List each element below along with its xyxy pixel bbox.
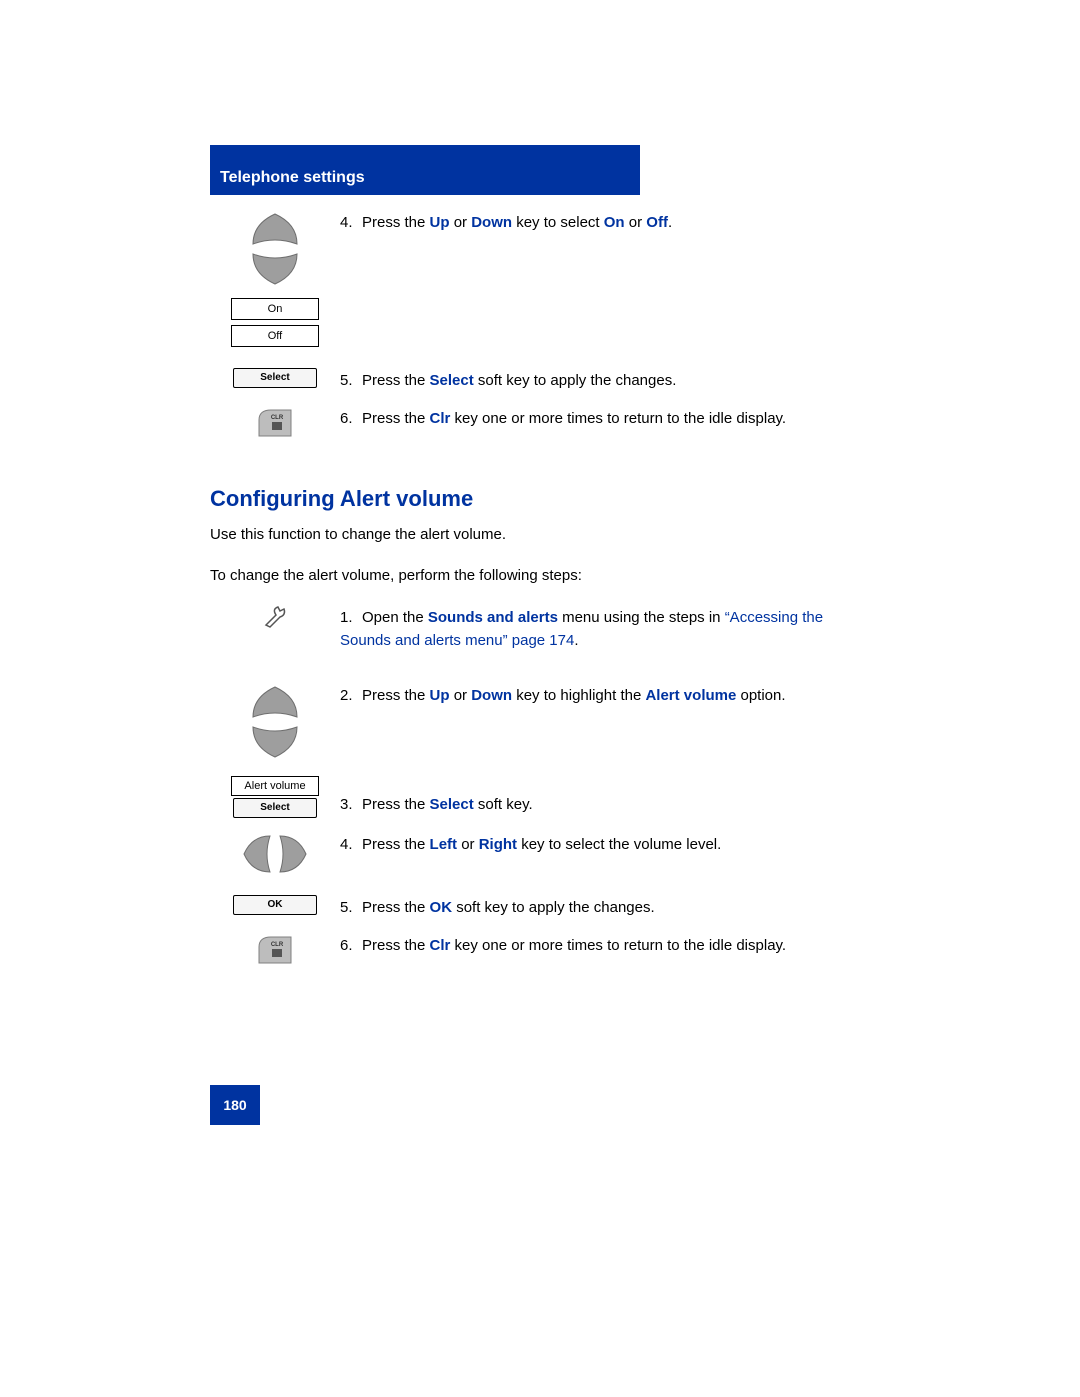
select-softkey: Select: [233, 798, 317, 818]
ok-softkey: OK: [233, 895, 317, 915]
step-text: 5.Press the Select soft key to apply the…: [340, 368, 860, 393]
wrench-icon: [260, 605, 290, 631]
select-softkey: Select: [233, 368, 317, 388]
page-number: 180: [223, 1097, 246, 1113]
step-row: CLR 6.Press the Clr key one or more time…: [210, 933, 860, 983]
svg-text:CLR: CLR: [271, 415, 284, 421]
step-text: 5.Press the OK soft key to apply the cha…: [340, 895, 860, 920]
step-text: 6.Press the Clr key one or more times to…: [340, 406, 860, 431]
header-title: Telephone settings: [220, 169, 365, 187]
step-text: 6.Press the Clr key one or more times to…: [340, 933, 860, 958]
step-row: CLR 6.Press the Clr key one or more time…: [210, 406, 860, 456]
page: Telephone settings On Off 4.Press the Up…: [0, 0, 1080, 1397]
step-text: 1.Open the Sounds and alerts menu using …: [340, 605, 860, 652]
up-down-key-icon: [245, 683, 305, 761]
page-number-box: 180: [210, 1085, 260, 1125]
option-on: On: [231, 298, 319, 320]
up-down-key-icon: [245, 210, 305, 288]
step-text: 4.Press the Up or Down key to select On …: [340, 210, 860, 235]
icon-column: CLR: [210, 406, 340, 440]
left-right-key-icon: [240, 832, 310, 876]
icon-column: OK: [210, 895, 340, 915]
alert-volume-label: Alert volume: [231, 776, 319, 796]
step-text: 2.Press the Up or Down key to highlight …: [340, 683, 860, 708]
content-area: On Off 4.Press the Up or Down key to sel…: [210, 210, 860, 991]
icon-column: CLR: [210, 933, 340, 967]
svg-text:CLR: CLR: [271, 942, 284, 948]
icon-column: Alert volume Select: [210, 776, 340, 818]
step-row: Alert volume Select 3.Press the Select s…: [210, 776, 860, 824]
clr-key-icon: CLR: [255, 406, 295, 440]
step-row: On Off 4.Press the Up or Down key to sel…: [210, 210, 860, 360]
icon-column: [210, 832, 340, 876]
step-row: 1.Open the Sounds and alerts menu using …: [210, 605, 860, 675]
step-text: 3.Press the Select soft key.: [340, 776, 860, 817]
step-text: 4.Press the Left or Right key to select …: [340, 832, 860, 857]
step-row: OK 5.Press the OK soft key to apply the …: [210, 895, 860, 925]
step-row: 2.Press the Up or Down key to highlight …: [210, 683, 860, 768]
icon-column: [210, 683, 340, 761]
step-row: 4.Press the Left or Right key to select …: [210, 832, 860, 887]
section-heading: Configuring Alert volume: [210, 486, 860, 512]
option-off: Off: [231, 325, 319, 347]
header-bar: Telephone settings: [210, 145, 640, 195]
step-row: Select 5.Press the Select soft key to ap…: [210, 368, 860, 398]
intro-text: Use this function to change the alert vo…: [210, 524, 860, 547]
icon-column: On Off: [210, 210, 340, 352]
icon-column: Select: [210, 368, 340, 388]
intro-text: To change the alert volume, perform the …: [210, 565, 860, 588]
icon-column: [210, 605, 340, 631]
clr-key-icon: CLR: [255, 933, 295, 967]
